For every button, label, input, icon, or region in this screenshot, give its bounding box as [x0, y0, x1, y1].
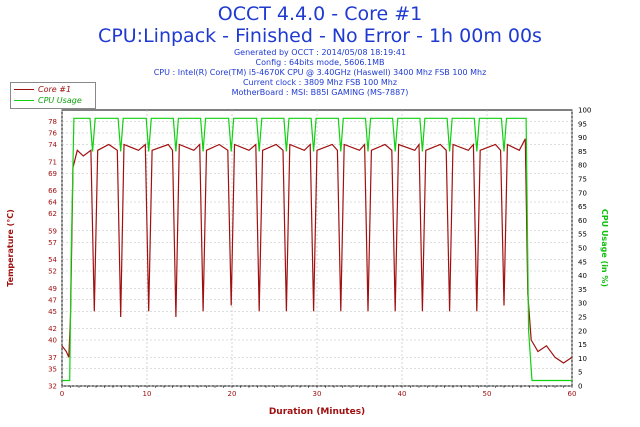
x-tick-label: 60	[568, 390, 577, 398]
x-tick-label: 10	[143, 390, 152, 398]
legend-swatch-cpu-usage	[14, 100, 34, 101]
y-right-tick-label: 15	[578, 341, 587, 349]
y-right-tick-label: 20	[578, 327, 587, 335]
info-clock: Current clock : 3809 Mhz FSB 100 Mhz	[242, 78, 398, 87]
y-left-tick-label: 54	[48, 256, 57, 264]
legend-swatch-core	[14, 89, 34, 90]
info-cpu: CPU : Intel(R) Core(TM) i5-4670K CPU @ 3…	[153, 68, 487, 77]
y-right-tick-label: 30	[578, 300, 587, 308]
y-right-tick-label: 45	[578, 258, 587, 266]
legend-item-cpu-usage: CPU Usage	[14, 96, 82, 106]
info-motherboard: MotherBoard : MSI: B85I GAMING (MS-7887)	[231, 88, 409, 97]
x-tick-label: 50	[483, 390, 492, 398]
legend-label-cpu-usage: CPU Usage	[38, 96, 82, 105]
y-right-tick-label: 95	[578, 120, 587, 128]
y-right-axis-label: CPU Usage (in %)	[600, 209, 609, 287]
y-left-tick-label: 57	[48, 239, 57, 247]
y-right-tick-label: 25	[578, 314, 587, 322]
y-right-tick-label: 5	[578, 369, 582, 377]
info-config: Config : 64bits mode, 5606.1MB	[255, 58, 385, 67]
chart-legend: Core #1 CPU Usage	[10, 82, 96, 109]
info-generated: Generated by OCCT : 2014/05/08 18:19:41	[233, 48, 407, 57]
y-left-tick-label: 78	[48, 118, 57, 126]
y-right-tick-label: 50	[578, 245, 587, 253]
y-left-tick-label: 64	[48, 199, 57, 207]
y-right-tick-label: 75	[578, 176, 587, 184]
y-left-tick-label: 52	[48, 268, 57, 276]
y-left-tick-label: 37	[48, 354, 57, 362]
y-left-tick-label: 47	[48, 296, 57, 304]
x-tick-label: 30	[313, 390, 322, 398]
y-left-tick-label: 32	[48, 383, 57, 391]
series-line-cpu-usage	[62, 117, 572, 382]
y-right-tick-label: 40	[578, 272, 587, 280]
chart-title: OCCT 4.4.0 - Core #1	[217, 3, 423, 25]
y-left-tick-label: 45	[48, 308, 57, 316]
y-left-tick-label: 66	[48, 187, 57, 195]
y-left-tick-label: 49	[48, 285, 57, 293]
y-left-tick-label: 42	[48, 325, 57, 333]
y-right-tick-label: 65	[578, 203, 587, 211]
y-left-tick-label: 76	[48, 130, 57, 138]
y-left-tick-label: 71	[48, 158, 57, 166]
y-left-tick-label: 59	[48, 227, 57, 235]
y-right-tick-label: 55	[578, 231, 587, 239]
y-right-tick-label: 0	[578, 383, 582, 391]
y-right-tick-label: 85	[578, 148, 587, 156]
legend-item-core: Core #1	[14, 85, 71, 95]
x-axis-label: Duration (Minutes)	[269, 407, 365, 417]
legend-label-core: Core #1	[38, 85, 72, 94]
series-line-core	[61, 138, 573, 364]
y-left-axis-label: Temperature (°C)	[6, 209, 15, 287]
y-right-tick-label: 80	[578, 162, 587, 170]
y-left-tick-label: 40	[48, 337, 57, 345]
x-tick-label: 40	[398, 390, 407, 398]
chart-subtitle: CPU:Linpack - Finished - No Error - 1h 0…	[98, 25, 542, 47]
x-tick-label: 0	[60, 390, 64, 398]
y-right-tick-label: 100	[578, 107, 591, 115]
y-right-tick-label: 90	[578, 134, 587, 142]
y-right-tick-label: 35	[578, 286, 587, 294]
y-right-tick-label: 10	[578, 355, 587, 363]
y-left-tick-label: 69	[48, 170, 57, 178]
y-left-tick-label: 74	[48, 141, 57, 149]
y-right-tick-label: 60	[578, 217, 587, 225]
x-tick-label: 20	[228, 390, 237, 398]
y-right-tick-label: 70	[578, 189, 587, 197]
y-left-tick-label: 62	[48, 210, 57, 218]
y-left-tick-label: 35	[48, 365, 57, 373]
